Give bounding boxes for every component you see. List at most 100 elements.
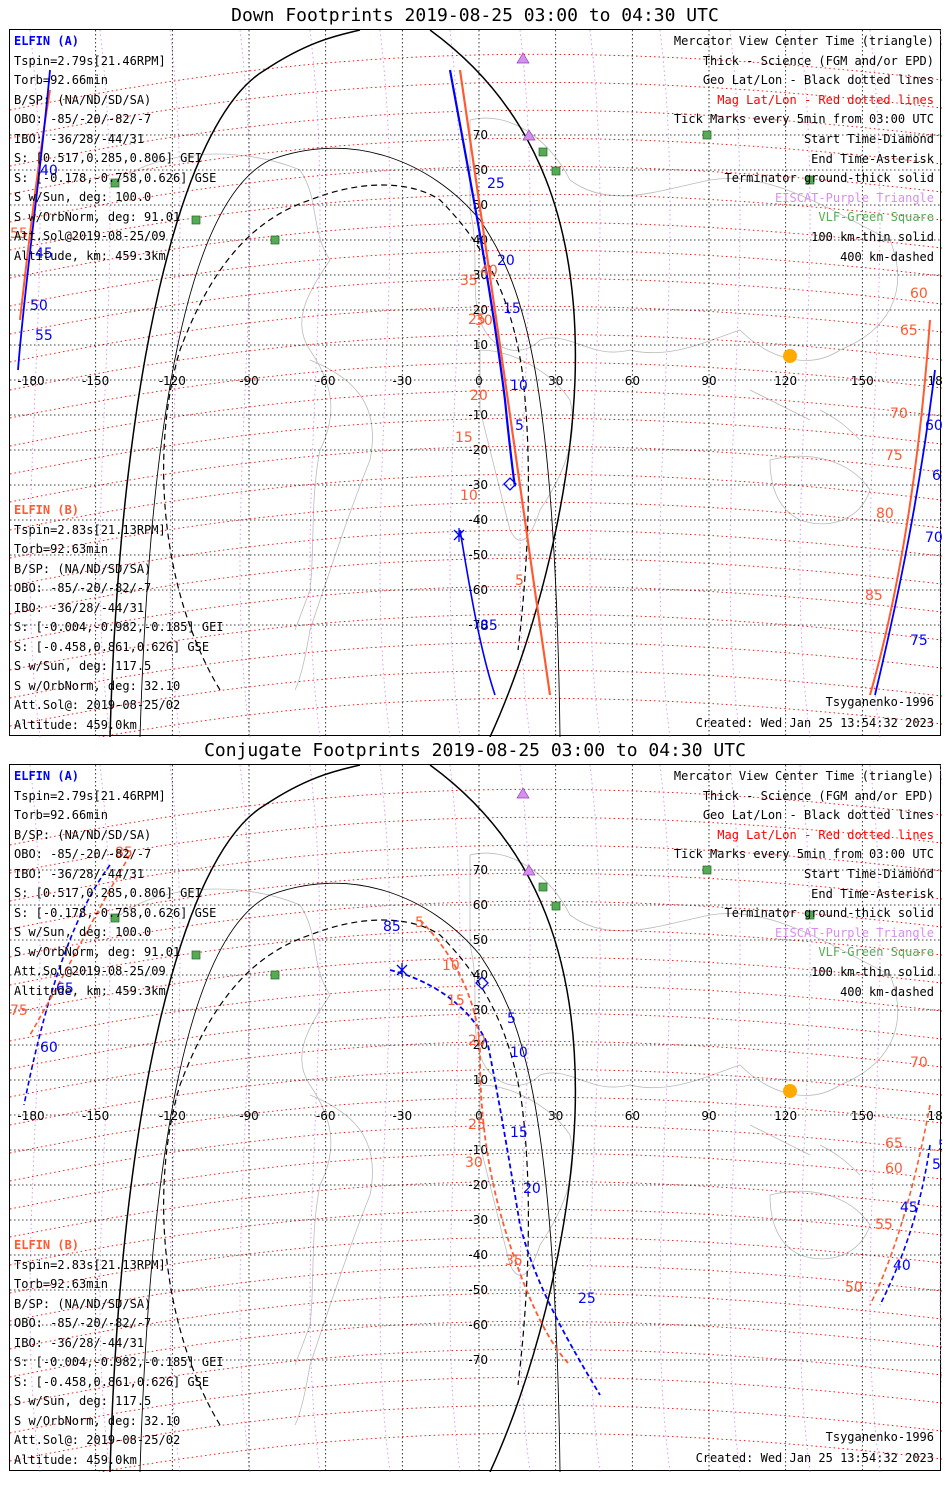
legend-item: Geo Lat/Lon - Black dotted lines [702, 808, 934, 823]
elfin-a-time-label: 25 [578, 1291, 596, 1307]
elfin-b-time-label: 50 [845, 1280, 863, 1296]
elfin-a-time-label: 40 [40, 163, 58, 179]
terminator [109, 30, 577, 737]
vlf-station-marker [270, 235, 280, 245]
elfin-b-time-label: 60 [885, 1161, 903, 1177]
lon-tick-label: -90 [239, 1109, 259, 1123]
elfin-b-header: ELFIN (B) [14, 503, 80, 517]
elfin-a-info-line: Tspin=2.79s[21.46RPM] [14, 53, 166, 68]
geo-grid [10, 30, 942, 737]
lon-tick-label: -60 [316, 1109, 336, 1123]
lat-tick-label: 50 [473, 933, 488, 947]
created-timestamp: Created: Wed Jan 25 13:54:32 2023 [695, 1451, 934, 1465]
elfin-b-info-line: IBO: -36/28/-44/31 [14, 600, 145, 615]
lat-tick-label: -30 [468, 478, 488, 492]
mag-grid [10, 788, 942, 1472]
elfin-b-time-label: 60 [910, 286, 928, 302]
elfin-a-time-label: 55 [35, 328, 53, 344]
legend-item: Tick Marks every 5min from 03:00 UTC [673, 112, 934, 127]
footprint-tracks [23, 854, 931, 1396]
elfin-a-info: ELFIN (A) Tspin=2.79s[21.46RPM] Torb=92.66… [14, 32, 216, 266]
elfin-a-info-line: Att.Sol@2019-08-25/09 [14, 964, 166, 978]
elfin-b-time-label: 40 [480, 263, 498, 279]
map-svg: -180 -150 -120 -90 -60 -30 0 30 60 90 120 150 180 70 6… [10, 30, 942, 737]
lon-tick-label: 30 [548, 1109, 563, 1123]
legend-item: Mercator View Center Time (triangle) [673, 34, 934, 48]
elfin-b-info-line: B/SP: (NA/ND/SD/SA) [14, 1296, 152, 1311]
legend: Mercator View Center Time (triangle) Thic… [674, 32, 934, 267]
elfin-a-time-label: 40 [893, 1258, 911, 1274]
elfin-a-time-label: 65 [932, 468, 942, 484]
elfin-b-time-label: 10 [460, 488, 478, 504]
sun-icon [783, 1084, 797, 1098]
elfin-a-info-line: S: [-0.178,-0.758,0.626] GSE [14, 170, 217, 185]
elfin-b-time-label: 20 [470, 388, 488, 404]
lon-tick-label: 90 [701, 374, 716, 388]
elfin-a-time-label: 45 [35, 246, 53, 262]
lon-tick-label: 150 [851, 374, 874, 388]
start-time-diamond [475, 976, 489, 990]
lon-tick-label: 150 [851, 1109, 874, 1123]
vlf-station-marker [805, 175, 815, 185]
legend-item: Tick Marks every 5min from 03:00 UTC [673, 847, 934, 862]
vlf-station-marker [551, 901, 561, 911]
elfin-b-info-line: Tspin=2.83s[21.13RPM] [14, 522, 166, 537]
elfin-a-time-label: 5 [515, 418, 524, 434]
elfin-b-time-label: 70 [910, 1055, 928, 1071]
elfin-b-info-line: Altitude: 459.0km [14, 1452, 137, 1467]
eiscat-marker [516, 787, 530, 799]
elfin-b-info-line: Att.Sol@: 2019-08-25/02 [14, 698, 181, 712]
lat-tick-label: -70 [468, 618, 488, 632]
elfin-a-time-label: 85 [480, 618, 498, 634]
legend-item: VLF-Green Square [818, 945, 934, 960]
lat-tick-label: -70 [468, 1353, 488, 1367]
elfin-a-time-label: 45 [900, 1200, 918, 1216]
lon-tick-label: 120 [774, 374, 797, 388]
coastlines [119, 852, 898, 1426]
elfin-a-time-label: 50 [30, 298, 48, 314]
model-label: Tsyganenko-1996 [825, 1430, 934, 1444]
elfin-a-time-label: 65 [56, 981, 74, 997]
lon-tick-label: -30 [393, 374, 413, 388]
elfin-a-header: ELFIN (A) [14, 34, 80, 48]
elfin-b-info-line: S: [-0.458,0.861,0.626] GSE [14, 639, 210, 654]
lat-tick-label: 20 [473, 303, 488, 317]
elfin-a-info-line: S: [-0.178,-0.758,0.626] GSE [14, 905, 217, 920]
terminator [109, 765, 577, 1472]
elfin-a-info-line: IBO: -36/28/-44/31 [14, 131, 145, 146]
elfin-a-info-line: S: [0.517,0.285,0.806] GEI [14, 886, 202, 900]
legend-item: VLF-Green Square [818, 210, 934, 225]
elfin-b-time-label: 75 [885, 448, 903, 464]
elfin-b-info-line: Att.Sol@: 2019-08-25/02 [14, 1433, 181, 1447]
lat-tick-label: -20 [468, 1178, 488, 1192]
elfin-a-info-line: S w/Sun, deg: 100.0 [14, 190, 152, 204]
elfin-a-info-line: Altitude, km: 459.3km [14, 983, 166, 998]
elfin-a-time-label: 55 [938, 1138, 942, 1154]
vlf-station-marker [805, 910, 815, 920]
lat-tick-label: 10 [473, 338, 488, 352]
coastlines [119, 117, 898, 691]
legend-item: 400 km-dashed [840, 249, 934, 264]
legend-item: Geo Lat/Lon - Black dotted lines [702, 73, 934, 88]
end-time-asterisk [396, 963, 408, 977]
legend-item: Terminator ground-thick solid [724, 171, 934, 186]
down-footprints-panel: -180 -150 -120 -90 -60 -30 0 30 60 90 120 150 180 70 6… [9, 29, 942, 737]
elfin-a-time-label: 15 [510, 1125, 528, 1141]
lat-tick-label: -60 [468, 583, 488, 597]
legend-item: Start Time-Diamond [803, 131, 934, 146]
lat-tick-label: -10 [468, 408, 488, 422]
elfin-a-info-line: IBO: -36/28/-44/31 [14, 866, 145, 881]
lat-tick-label: 70 [473, 863, 488, 877]
lon-tick-label: 0 [475, 1109, 483, 1123]
elfin-b-time-label: 75 [10, 1003, 28, 1019]
conjugate-footprints-panel: -180 -150 -120 -90 -60 -30 0 30 60 90 120 150 180 70 6… [9, 764, 942, 1472]
vlf-station-marker [270, 970, 280, 980]
model-label: Tsyganenko-1996 [825, 695, 934, 709]
lon-tick-label: -120 [159, 1109, 186, 1123]
elfin-b-time-label: 5 [515, 573, 524, 589]
elfin-a-info-line: B/SP: (NA/ND/SD/SA) [14, 827, 152, 842]
elfin-a-time-label: 15 [503, 301, 521, 317]
elfin-b-info: ELFIN (B) Tspin=2.83s[21.13RPM] Torb=92.63… [14, 1236, 224, 1470]
elfin-a-info-line: Tspin=2.79s[21.46RPM] [14, 788, 166, 803]
elfin-a-time-label: 5 [507, 1011, 516, 1027]
